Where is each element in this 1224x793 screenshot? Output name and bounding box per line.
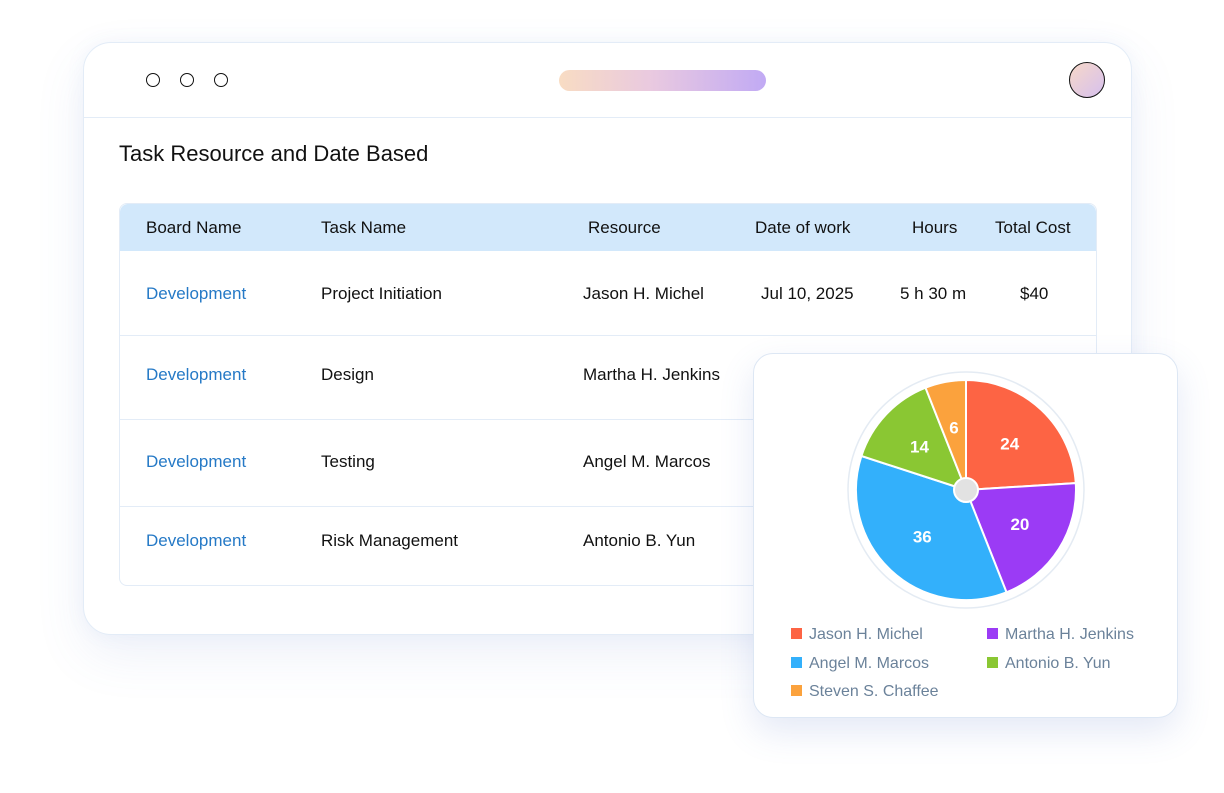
legend-item-martha-h-jenkins[interactable]: Martha H. Jenkins xyxy=(987,625,1134,645)
pie-slice-martha-h-jenkins[interactable] xyxy=(964,482,1077,594)
report-table: Board Name Task Name Resource Date of wo… xyxy=(119,203,1097,586)
app-window: Task Resource and Date Based Board Name … xyxy=(83,42,1132,635)
header-task-name[interactable]: Task Name xyxy=(321,218,407,237)
legend-swatch xyxy=(791,657,802,668)
pie-chart-card: 24 20 36 14 6 Jason H. Michel Martha H. Jenk… xyxy=(753,353,1178,718)
header-resource[interactable]: Resource xyxy=(588,218,661,237)
task-name: Risk Management xyxy=(321,531,459,550)
legend-item-antonio-b-yun[interactable]: Antonio B. Yun xyxy=(987,654,1111,674)
pie-data-label: 14 xyxy=(910,437,929,456)
pie-chart: 24 20 36 14 6 xyxy=(847,371,1085,609)
legend-swatch xyxy=(987,657,998,668)
hours-value: 5 h 30 m xyxy=(900,284,967,303)
task-name: Project Initiation xyxy=(321,284,442,303)
pie-center-hub xyxy=(953,477,979,503)
header-board-name[interactable]: Board Name xyxy=(146,218,242,237)
task-name: Design xyxy=(321,365,374,384)
header-hours[interactable]: Hours xyxy=(912,218,958,237)
avatar[interactable] xyxy=(1069,62,1105,98)
legend-item-jason-h-michel[interactable]: Jason H. Michel xyxy=(791,625,923,645)
legend-swatch xyxy=(791,685,802,696)
pie-slice-jason-h-michel[interactable] xyxy=(965,378,1077,492)
legend-swatch xyxy=(791,628,802,639)
pie-data-label: 6 xyxy=(949,418,958,437)
legend-label: Martha H. Jenkins xyxy=(1005,626,1134,643)
pie-slice-antonio-b-yun[interactable] xyxy=(860,386,968,492)
table-row[interactable]: Development Testing Angel M. Marcos xyxy=(120,419,1096,507)
pie-data-label: 20 xyxy=(1010,515,1029,534)
work-date: Jul 10, 2025 xyxy=(761,284,854,303)
window-control-dot-1[interactable] xyxy=(146,73,160,87)
board-link[interactable]: Development xyxy=(146,284,247,303)
board-link[interactable]: Development xyxy=(146,365,247,384)
task-name: Testing xyxy=(321,452,375,471)
board-link[interactable]: Development xyxy=(146,452,247,471)
pie-slice-angel-m-marcos[interactable] xyxy=(854,454,1008,601)
legend-item-angel-m-marcos[interactable]: Angel M. Marcos xyxy=(791,654,929,674)
page-title: Task Resource and Date Based xyxy=(119,141,429,166)
header-total-cost[interactable]: Total Cost xyxy=(995,218,1071,237)
legend-label: Jason H. Michel xyxy=(809,626,923,643)
pie-data-label: 24 xyxy=(1000,435,1019,454)
table-header: Board Name Task Name Resource Date of wo… xyxy=(120,204,1096,251)
table-row[interactable]: Development Design Martha H. Jenkins xyxy=(120,335,1096,420)
resource-name: Angel M. Marcos xyxy=(583,452,711,471)
address-bar[interactable] xyxy=(559,70,766,91)
window-control-dot-3[interactable] xyxy=(214,73,228,87)
legend-swatch xyxy=(987,628,998,639)
legend-label: Steven S. Chaffee xyxy=(809,683,939,700)
window-titlebar xyxy=(84,43,1131,118)
pie-data-label: 36 xyxy=(913,528,932,547)
window-control-dot-2[interactable] xyxy=(180,73,194,87)
legend-label: Angel M. Marcos xyxy=(809,655,930,672)
resource-name: Antonio B. Yun xyxy=(583,531,696,550)
table-row[interactable]: Development Risk Management Antonio B. Y… xyxy=(120,506,1096,585)
pie-slice-steven-s-chaffee[interactable] xyxy=(924,378,967,491)
resource-name: Martha H. Jenkins xyxy=(583,365,720,384)
cost-value: $40 xyxy=(1020,284,1049,303)
board-link[interactable]: Development xyxy=(146,531,247,550)
resource-name: Jason H. Michel xyxy=(583,284,704,303)
legend-label: Antonio B. Yun xyxy=(1005,655,1111,672)
legend-item-steven-s-chaffee[interactable]: Steven S. Chaffee xyxy=(791,682,939,702)
table-row[interactable]: Development Project Initiation Jason H. … xyxy=(120,251,1096,336)
header-date-of-work[interactable]: Date of work xyxy=(755,218,851,237)
